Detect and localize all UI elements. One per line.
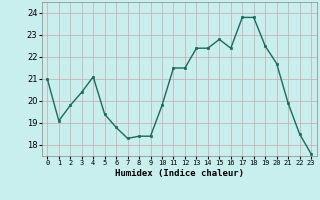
X-axis label: Humidex (Indice chaleur): Humidex (Indice chaleur) bbox=[115, 169, 244, 178]
